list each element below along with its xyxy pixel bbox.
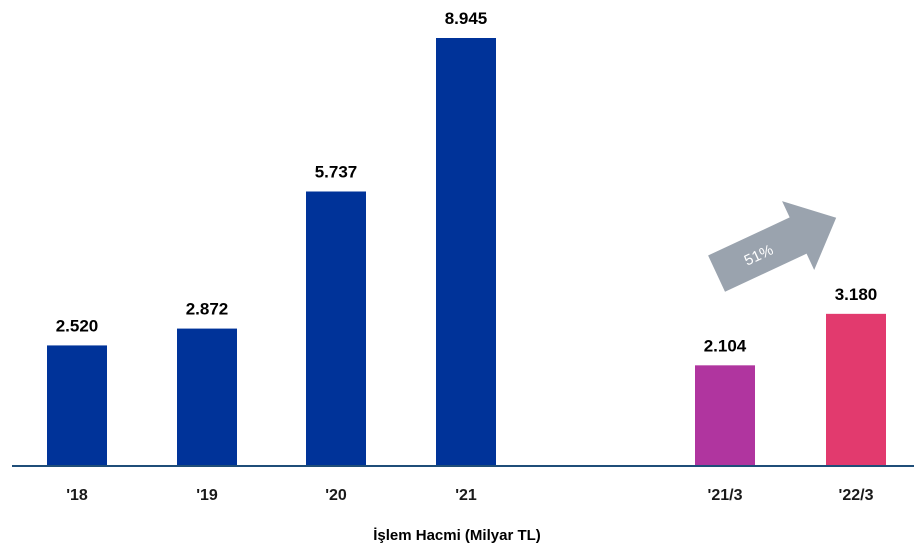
value-label-3: 8.945	[445, 9, 488, 28]
value-labels-layer: 2.520 2.872 5.737 8.945 2.104 3.180	[56, 9, 878, 355]
bar-0	[47, 345, 107, 466]
x-tick-labels-layer: '18 '19 '20 '21 '21/3 '22/3	[66, 487, 873, 504]
x-tick-label-2: '20	[325, 487, 347, 504]
value-label-4: 2.104	[704, 336, 747, 355]
bar-5	[826, 313, 886, 466]
value-label-1: 2.872	[186, 300, 229, 319]
x-tick-label-3: '21	[455, 487, 477, 504]
x-tick-label-0: '18	[66, 487, 88, 504]
value-label-2: 5.737	[315, 162, 358, 181]
bar-4	[695, 365, 755, 466]
x-axis-title: İşlem Hacmi (Milyar TL)	[373, 527, 541, 544]
value-label-5: 3.180	[835, 285, 878, 304]
x-tick-label-1: '19	[196, 487, 218, 504]
bars-layer	[47, 38, 886, 466]
x-tick-label-4: '21/3	[708, 487, 743, 504]
growth-arrow-annotation: 51%	[708, 201, 837, 292]
value-label-0: 2.520	[56, 316, 99, 335]
bar-2	[306, 191, 366, 466]
x-tick-label-5: '22/3	[839, 487, 874, 504]
growth-arrow-icon	[708, 201, 837, 292]
bar-3	[436, 38, 496, 466]
bar-1	[177, 328, 237, 466]
